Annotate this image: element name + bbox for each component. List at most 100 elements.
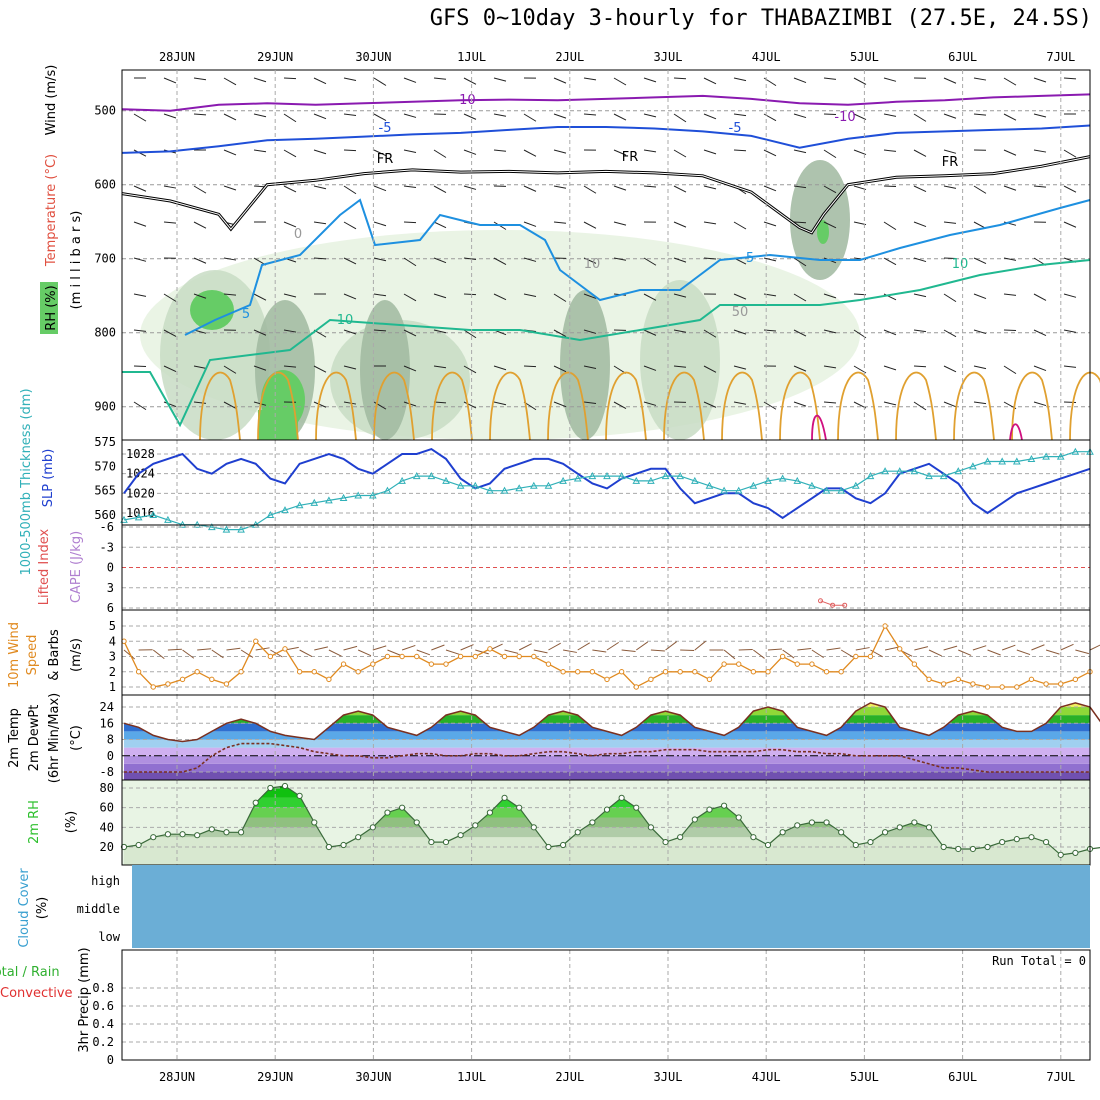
barb-10m: [606, 641, 620, 651]
wind-barb: [883, 113, 897, 117]
wind-barb: [253, 329, 267, 336]
wind-barb: [193, 365, 207, 369]
barb-10m: [431, 644, 445, 651]
wind-barb: [433, 365, 447, 369]
wind-speed-tick: 3: [109, 650, 116, 664]
wind-barb: [343, 329, 357, 335]
wind-barb: [253, 77, 267, 83]
contour-label: 5: [242, 307, 250, 322]
wind-barb: [163, 185, 177, 189]
thickness-point: [310, 498, 319, 506]
wind-barb: [1033, 149, 1047, 153]
barb-10m: [211, 649, 224, 659]
wind-barb: [403, 185, 417, 189]
wind-barb: [403, 221, 417, 224]
pressure-tick: 900: [94, 400, 116, 414]
thickness-point: [925, 472, 933, 480]
contour-label: 50: [732, 305, 749, 320]
thickness-point: [573, 474, 582, 482]
wind-barb: [793, 329, 807, 337]
ylabel-wind-unit: (m/s): [69, 638, 84, 672]
slp-tick: 1028: [126, 447, 155, 461]
bottom-day-label: 5JUL: [850, 1070, 879, 1084]
temp-band: [124, 702, 1090, 707]
wind10-point: [677, 669, 683, 675]
barb-10m: [665, 641, 678, 651]
wind-barb: [133, 401, 147, 411]
top-day-label: 30JUN: [355, 50, 391, 64]
wind-barb: [763, 401, 777, 410]
temp-contour-10: [122, 259, 1091, 428]
wind-barb: [1003, 293, 1017, 296]
wind-barb: [283, 77, 297, 80]
wind-barb: [553, 113, 567, 119]
cloud-row-label: middle: [77, 902, 120, 916]
rh-tick: 20: [100, 840, 114, 854]
wind10-point: [882, 623, 888, 629]
panel-frame: [121, 949, 1091, 1061]
barb-10m: [1016, 649, 1031, 656]
wind-barb: [463, 329, 477, 339]
barb-10m: [753, 649, 765, 659]
rh-point: [281, 782, 289, 790]
wind-barb: [343, 293, 357, 300]
wind-barb: [193, 221, 207, 229]
wind-barb: [673, 221, 687, 228]
wind-barb: [823, 329, 837, 334]
wind10-point: [238, 669, 244, 675]
wind-barb: [553, 185, 567, 189]
top-day-label: 3JUL: [654, 50, 683, 64]
wind10-point: [311, 669, 317, 675]
wind-barb: [853, 149, 867, 156]
wind-barb: [163, 329, 177, 337]
wind-barb: [763, 185, 777, 192]
thickness-point: [734, 486, 743, 494]
wind10-point: [296, 669, 303, 675]
wind10-point: [1014, 684, 1020, 690]
wind-barb: [913, 113, 927, 122]
thickness-point: [676, 472, 685, 480]
barb-10m: [357, 649, 372, 657]
slp-tick: 1024: [126, 467, 155, 481]
barb-10m: [1075, 649, 1090, 655]
ylabel-total-rain: Total / Rain: [0, 965, 60, 980]
barb-10m: [1045, 649, 1060, 655]
wind-barb: [583, 221, 597, 229]
wind-barb: [883, 77, 897, 82]
wind-barb: [553, 149, 567, 154]
rh-point: [120, 843, 128, 851]
rh-point: [955, 845, 962, 853]
barb-10m: [855, 647, 870, 651]
wind-barb: [823, 77, 837, 80]
wind-barb: [643, 77, 657, 83]
ylabel-barbs: & Barbs: [47, 629, 62, 681]
wind-barb: [943, 293, 957, 303]
rh-point: [911, 819, 918, 826]
wind10-point: [765, 669, 771, 675]
rh-point: [1013, 836, 1020, 843]
thickness-point: [281, 506, 289, 514]
wind-barb: [583, 329, 597, 334]
wind-barb: [373, 257, 387, 262]
wind-barb: [433, 329, 447, 334]
rh-shade: [160, 270, 270, 440]
contour-label: -5: [729, 121, 742, 136]
wind-barb: [703, 221, 717, 225]
rh-point: [442, 838, 450, 846]
wind-barb: [403, 149, 417, 153]
wind-barb: [973, 365, 987, 370]
wind10-point: [853, 653, 859, 660]
rh-shade: [258, 410, 298, 440]
wind-barb: [373, 185, 387, 192]
wind-barb: [403, 365, 417, 372]
wind-barb: [463, 113, 477, 120]
temp-contour-15: [837, 371, 879, 441]
top-day-label: 7JUL: [1046, 50, 1075, 64]
rh-point: [706, 806, 713, 813]
top-day-label: 28JUN: [159, 50, 195, 64]
wind10-point: [575, 669, 581, 675]
rh-shade: [817, 220, 829, 244]
top-day-label: 2JUL: [555, 50, 584, 64]
ylabel-minmax: (6hr Min/Max): [47, 693, 62, 783]
rh-point: [867, 838, 874, 846]
